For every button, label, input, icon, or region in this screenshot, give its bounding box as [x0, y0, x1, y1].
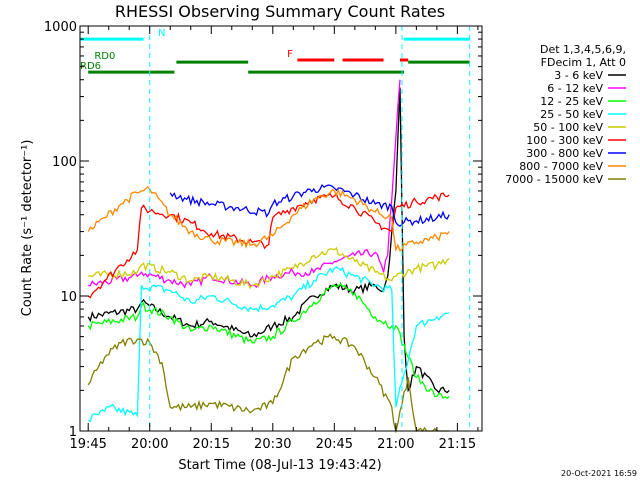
legend-entry-label: 25 - 50 keV: [540, 108, 603, 121]
series-line-0: [87, 87, 450, 394]
legend-entry-label: 6 - 12 keV: [547, 82, 603, 95]
series-group: [87, 79, 450, 434]
legend-entry-label: 12 - 25 keV: [540, 95, 603, 108]
x-tick-label: 20:45: [316, 437, 353, 452]
x-tick-label: 21:00: [377, 437, 414, 452]
legend-entry-label: 50 - 100 keV: [533, 121, 603, 134]
x-tick-label: 20:00: [131, 437, 168, 452]
legend-entry-label: 7000 - 15000 keV: [505, 173, 603, 186]
series-line-7: [87, 186, 450, 253]
plot-frame: [79, 25, 483, 432]
y-tick-label: 1000: [44, 20, 77, 35]
footer-timestamp: 20-Oct-2021 16:59: [561, 469, 637, 478]
x-tick-label: 19:45: [69, 437, 106, 452]
series-line-8: [87, 333, 450, 434]
state-bar-label-rd0: RD0: [94, 51, 115, 62]
series-line-5: [87, 192, 450, 299]
axes-group: 19:45 20:00 20:15 20:30 20:45 21:00 21:15 1 10 10…: [44, 20, 482, 452]
y-tick-label: 1: [69, 425, 77, 440]
x-tick-label: 21:15: [439, 437, 476, 452]
legend-header-line: FDecim 1, Att 0: [541, 56, 626, 69]
legend-header-line: Det 1,3,4,5,6,9,: [540, 43, 626, 56]
series-line-3: [87, 265, 450, 423]
series-line-2: [87, 282, 450, 400]
state-bar-label-n: N: [158, 28, 165, 39]
series-line-6: [169, 183, 450, 227]
legend-entry-label: 800 - 7000 keV: [519, 160, 603, 173]
x-tick-label: 20:15: [193, 437, 230, 452]
legend-entry-label: 300 - 800 keV: [526, 147, 603, 160]
y-tick-label: 10: [60, 290, 77, 305]
chart-title: RHESSI Observing Summary Count Rates: [115, 2, 445, 21]
x-axis-label: Start Time (08-Jul-13 19:43:42): [178, 458, 381, 473]
y-tick-label: 100: [52, 155, 77, 170]
state-bar-label-f: F: [287, 49, 293, 60]
legend: Det 1,3,4,5,6,9,FDecim 1, Att 03 - 6 keV…: [505, 43, 626, 186]
y-axis-label: Count Rate (s⁻¹ detector⁻¹): [20, 140, 35, 317]
legend-entry-label: 100 - 300 keV: [526, 134, 603, 147]
dashed-markers-group: [149, 26, 471, 431]
state-bar-label-rd6: RD6: [80, 61, 101, 72]
legend-entry-label: 3 - 6 keV: [554, 69, 603, 82]
series-line-4: [88, 246, 450, 290]
x-tick-label: 20:30: [254, 437, 291, 452]
